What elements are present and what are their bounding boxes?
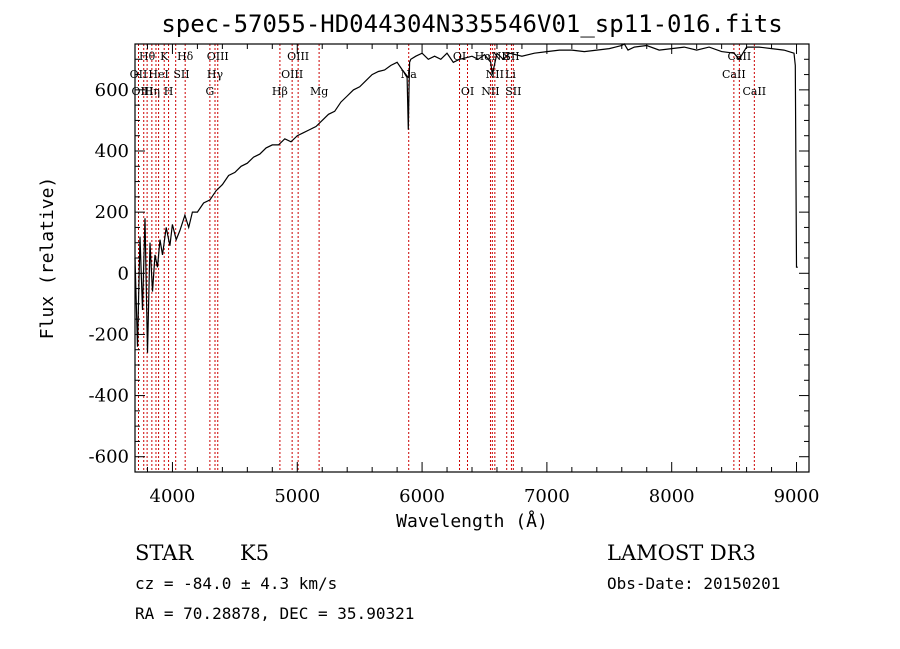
line-label: K bbox=[160, 50, 169, 63]
line-label: OI bbox=[453, 50, 466, 63]
x-axis-label: Wavelength (Å) bbox=[396, 510, 548, 532]
object-class: STAR bbox=[135, 541, 194, 565]
y-tick-label: 0 bbox=[118, 263, 129, 284]
redshift-cz: cz = -84.0 ± 4.3 km/s bbox=[135, 574, 337, 593]
line-label: OIII bbox=[131, 85, 153, 98]
line-label: Li bbox=[505, 68, 516, 81]
line-label: NII bbox=[481, 85, 499, 98]
line-label: SII bbox=[173, 68, 189, 81]
line-label: Hβ bbox=[272, 85, 288, 98]
ra-dec-coordinates: RA = 70.28878, DEC = 35.90321 bbox=[135, 604, 414, 623]
line-label: Mg bbox=[310, 85, 328, 98]
line-label: SII bbox=[505, 85, 521, 98]
line-label: OI bbox=[461, 85, 474, 98]
chart-title: spec-57055-HD044304N335546V01_sp11-016.f… bbox=[161, 10, 782, 38]
y-tick-label: 600 bbox=[95, 80, 129, 101]
y-tick-label: -400 bbox=[89, 386, 129, 407]
line-label: OIII bbox=[207, 50, 229, 63]
x-tick-label: 8000 bbox=[649, 486, 695, 507]
observation-date: Obs-Date: 20150201 bbox=[607, 574, 780, 593]
line-label: Hη bbox=[144, 85, 160, 98]
line-label: SII bbox=[503, 50, 519, 63]
x-tick-label: 4000 bbox=[150, 486, 196, 507]
line-label: HαNII bbox=[475, 50, 510, 63]
spectrum-series-line bbox=[134, 43, 798, 353]
line-label: OIII bbox=[281, 68, 303, 81]
line-label: NII bbox=[486, 68, 504, 81]
line-label: CaII bbox=[728, 50, 752, 63]
line-label: Hθ bbox=[139, 50, 156, 63]
plot-frame bbox=[134, 43, 810, 473]
line-label: HeI bbox=[148, 68, 168, 81]
line-label: CaII bbox=[742, 85, 766, 98]
line-label: H bbox=[164, 85, 174, 98]
emission-line-markers bbox=[137, 44, 755, 472]
y-tick-label: 400 bbox=[95, 141, 129, 162]
x-tick-label: 7000 bbox=[524, 486, 570, 507]
x-tick-label: 9000 bbox=[774, 486, 820, 507]
x-tick-label: 6000 bbox=[399, 486, 445, 507]
line-label: G bbox=[205, 85, 214, 98]
axis-ticks: 4000 5000 6000 7000 8000 9000 -600 -400 -200 0 200… bbox=[89, 44, 820, 507]
line-label: CaII bbox=[722, 68, 746, 81]
line-label: OIII bbox=[287, 50, 309, 63]
y-tick-label: -600 bbox=[89, 447, 129, 468]
survey-name: LAMOST DR3 bbox=[607, 541, 756, 565]
y-axis-label: Flux (relative) bbox=[37, 177, 58, 340]
x-tick-label: 5000 bbox=[274, 486, 320, 507]
y-tick-label: 200 bbox=[95, 202, 129, 223]
object-subclass: K5 bbox=[240, 541, 269, 565]
y-tick-label: -200 bbox=[89, 324, 129, 345]
line-label: Hγ bbox=[207, 68, 224, 81]
line-label: Hδ bbox=[177, 50, 194, 63]
